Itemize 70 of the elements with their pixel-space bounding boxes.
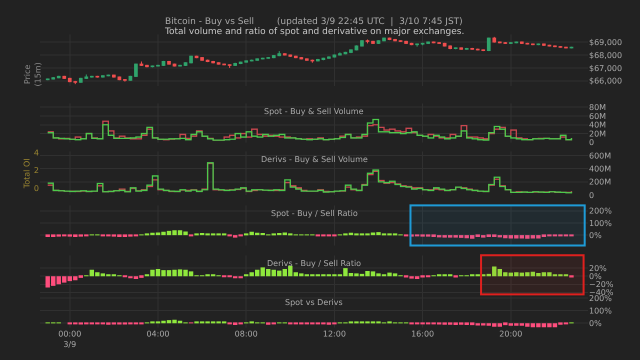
candlestick: [508, 42, 513, 45]
candlestick: [486, 37, 491, 52]
y2-tick-label: 4: [34, 148, 39, 158]
y-tick-label: $68,000: [589, 50, 622, 60]
y-tick-label: 60M: [589, 112, 606, 121]
y-tick-label: 0%: [589, 230, 602, 240]
y-tick-label: $67,000: [589, 64, 622, 73]
candlestick: [266, 56, 270, 60]
candlestick: [437, 42, 441, 45]
x-tick-label: 08:00: [234, 330, 258, 339]
y-tick-label: 0%: [589, 272, 602, 282]
candlestick: [250, 59, 254, 62]
y-tick-label: 0: [589, 190, 594, 200]
candlestick: [51, 76, 56, 80]
y-tick-label: 100%: [589, 218, 612, 228]
candlestick: [62, 75, 66, 80]
candlestick: [426, 40, 430, 45]
text: Spot vs Derivs: [285, 298, 343, 307]
candlestick: [272, 54, 276, 59]
candlestick: [206, 59, 210, 63]
candlestick: [228, 64, 232, 68]
y-tick-label: $66,000: [589, 76, 622, 86]
candlestick: [420, 42, 424, 46]
y-tick-label: 0: [589, 138, 594, 148]
candlestick: [101, 74, 105, 78]
chart-title: Derivs - Buy & Sell Volume: [261, 155, 368, 164]
candlestick: [310, 59, 314, 64]
candlestick: [288, 54, 292, 58]
y-axis-title: Price (15m): [23, 62, 43, 87]
y-tick-label: 20%: [589, 264, 608, 273]
candlestick: [123, 78, 127, 82]
candlestick: [476, 48, 480, 51]
x-tick-label: 16:00: [411, 330, 434, 339]
x-tick-label: 20:00: [499, 330, 522, 339]
chart-title: Spot - Buy & Sell Volume: [264, 107, 364, 116]
candlestick: [282, 52, 287, 56]
chart-title: Bitcoin - Buy vs Sell (updated 3/9 22:45 UTC | 3/10 7:45 JST): [165, 17, 463, 27]
chart-subtitle: Total volume and ratio of spot and derivative on major exchanges.: [164, 27, 464, 37]
candlestick: [211, 60, 215, 64]
candlestick: [277, 50, 282, 57]
y-tick-label: 600M: [589, 151, 612, 160]
x-tick-label: 00:00 3/9: [58, 330, 82, 350]
y-tick-label: 200%: [589, 294, 612, 303]
candlestick: [238, 61, 243, 65]
candlestick: [520, 40, 524, 45]
y-tick-label: 40M: [589, 120, 606, 130]
y-tick-label: $69,000: [589, 38, 622, 47]
candlestick: [84, 74, 88, 80]
y-tick-label: 0%: [589, 319, 602, 328]
candlestick: [503, 42, 508, 45]
y-tick-label: 200M: [589, 178, 612, 187]
text: Derivs - Buy / Sell Ratio: [267, 259, 362, 268]
y-tick-label: 20M: [589, 129, 606, 138]
candlestick: [316, 58, 320, 62]
text: Spot - Buy / Sell Ratio: [271, 209, 358, 218]
candlestick: [299, 56, 304, 60]
y-tick-label: 200%: [589, 206, 612, 216]
y-tick-label: −20%: [589, 280, 614, 290]
y-tick-label: 80M: [589, 103, 606, 112]
candlestick: [327, 56, 331, 60]
candlestick: [415, 42, 419, 48]
y2-tick-label: 0: [34, 184, 39, 193]
y2-axis-title: Total OI: [22, 158, 32, 190]
y-tick-label: 100%: [589, 306, 612, 316]
y-tick-label: 400M: [589, 164, 612, 174]
y2-tick-label: 2: [34, 166, 39, 176]
candlestick: [570, 46, 574, 50]
candlestick: [492, 36, 496, 44]
x-tick-label: 12:00: [322, 330, 346, 339]
x-tick-label: 04:00: [146, 330, 170, 339]
